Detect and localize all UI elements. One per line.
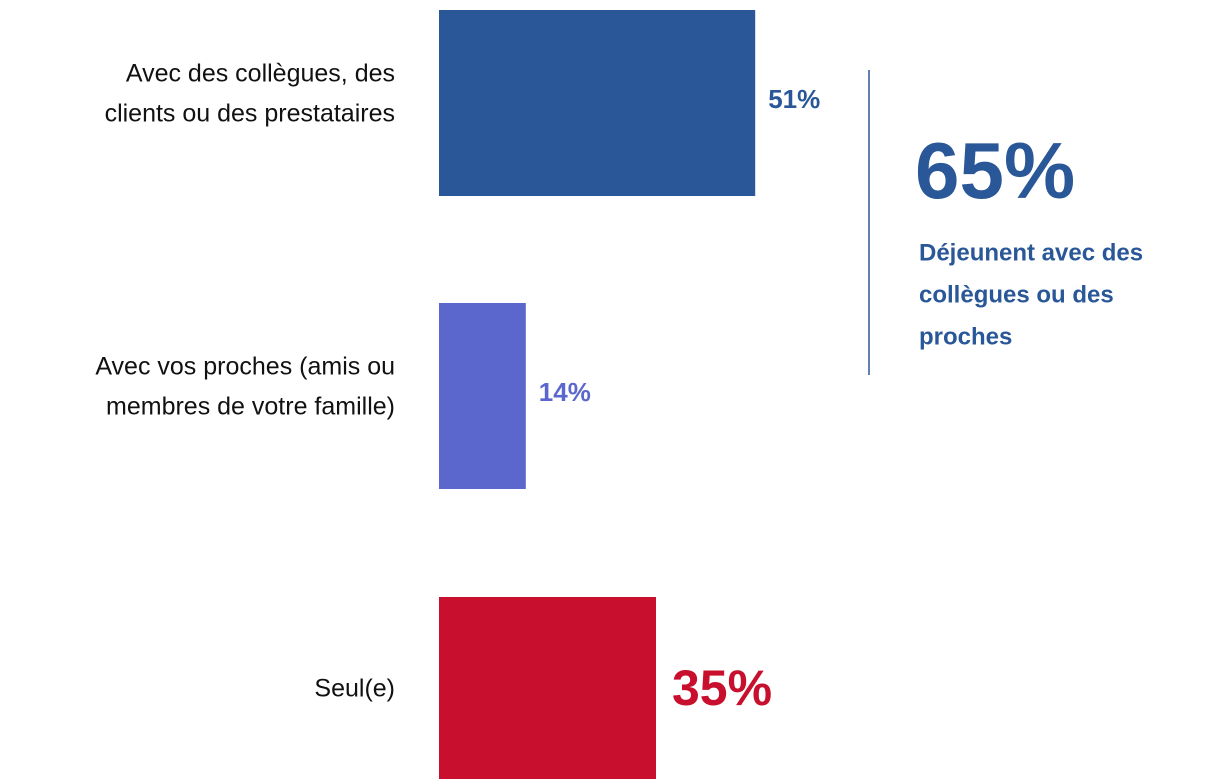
bar xyxy=(439,10,756,196)
annotation-value: 65% xyxy=(915,126,1075,215)
bar xyxy=(439,303,526,489)
category-label: Avec vos proches (amis ou xyxy=(95,353,395,381)
annotation-text: collègues ou des xyxy=(919,281,1114,308)
value-label: 51% xyxy=(768,84,820,114)
annotation-text: proches xyxy=(919,323,1012,350)
category-label: Seul(e) xyxy=(314,675,395,703)
value-label: 14% xyxy=(539,377,591,407)
bar xyxy=(439,597,656,779)
category-label: Avec des collègues, des xyxy=(126,60,395,88)
category-label: clients ou des prestataires xyxy=(105,100,395,128)
category-label: membres de votre famille) xyxy=(106,393,395,421)
value-label: 35% xyxy=(672,660,772,716)
annotation-text: Déjeunent avec des xyxy=(919,239,1143,266)
